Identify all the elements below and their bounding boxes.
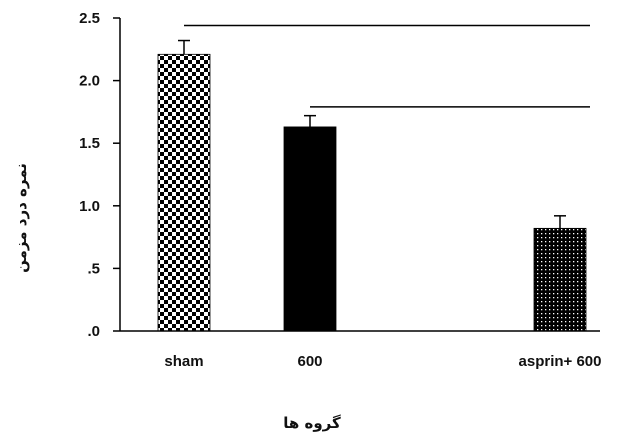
x-axis-title: گروه ها (283, 414, 341, 432)
y-tick-label: .5 (87, 260, 100, 277)
y-tick-label: 2.5 (79, 10, 100, 27)
y-tick-label: 1.5 (79, 135, 100, 152)
y-tick-label: .0 (87, 323, 100, 340)
plot-area: .0 .5 1.0 1.5 2.0 2.5 sham 600 asprin+ 600 (79, 10, 601, 370)
x-category-label: 600 (297, 353, 322, 370)
x-category-label: asprin+ 600 (519, 353, 602, 370)
bar-600 (283, 126, 337, 332)
bar-asprin-600 (533, 227, 587, 332)
x-category-label: sham (164, 353, 203, 370)
y-tick-label: 1.0 (79, 198, 100, 215)
y-tick-label: 2.0 (79, 73, 100, 90)
bar-sham (157, 53, 211, 332)
y-axis-title: نمره درد مزمن (12, 163, 30, 273)
